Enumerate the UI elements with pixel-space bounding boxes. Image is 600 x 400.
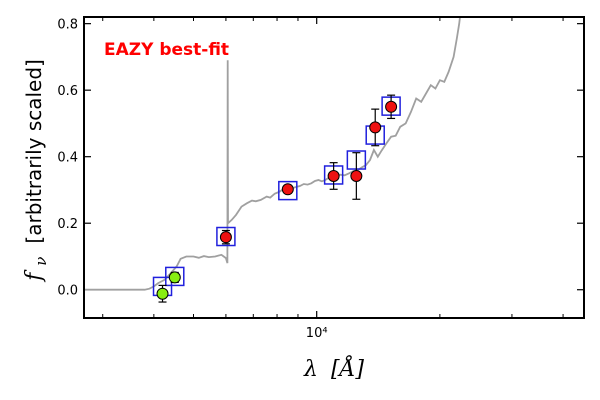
y-tick-label: 0.2 [57,217,78,232]
model-spectrum [84,17,461,291]
x-axis-symbol: λ [303,357,318,382]
x-tick-label: 10⁴ [306,326,328,341]
axis-ticks: 0.0 0.2 0.4 0.6 0.8 10⁴ [57,17,584,341]
model-photometry-box [278,180,298,201]
observed-point [219,231,232,244]
model-photometry-box [165,266,185,287]
data-marks [152,94,401,303]
observed-point [350,169,363,182]
y-axis-symbol: f [22,269,47,283]
plot-frame [83,16,585,319]
observed-point [281,183,294,196]
observed-point [327,169,340,182]
y-axis-title: f ν [arbitrarily scaled] [22,59,52,283]
model-photometry-box [216,226,236,247]
model-spectrum-line [84,17,461,291]
y-tick-label: 0.0 [57,284,78,299]
observed-point [156,287,169,300]
x-axis-unit: [Å] [331,354,364,382]
y-tick-label: 0.4 [57,151,78,166]
observed-point [385,100,398,113]
observed-point [168,271,181,284]
best-fit-annotation: EAZY best-fit [104,40,229,60]
y-tick-label: 0.6 [57,84,78,99]
x-axis-title: λ [Å] [303,354,364,382]
y-axis-subscript: ν [32,257,50,266]
observed-point [369,121,382,134]
y-axis-text: [arbitrarily scaled] [22,59,46,243]
y-tick-label: 0.8 [57,18,78,33]
